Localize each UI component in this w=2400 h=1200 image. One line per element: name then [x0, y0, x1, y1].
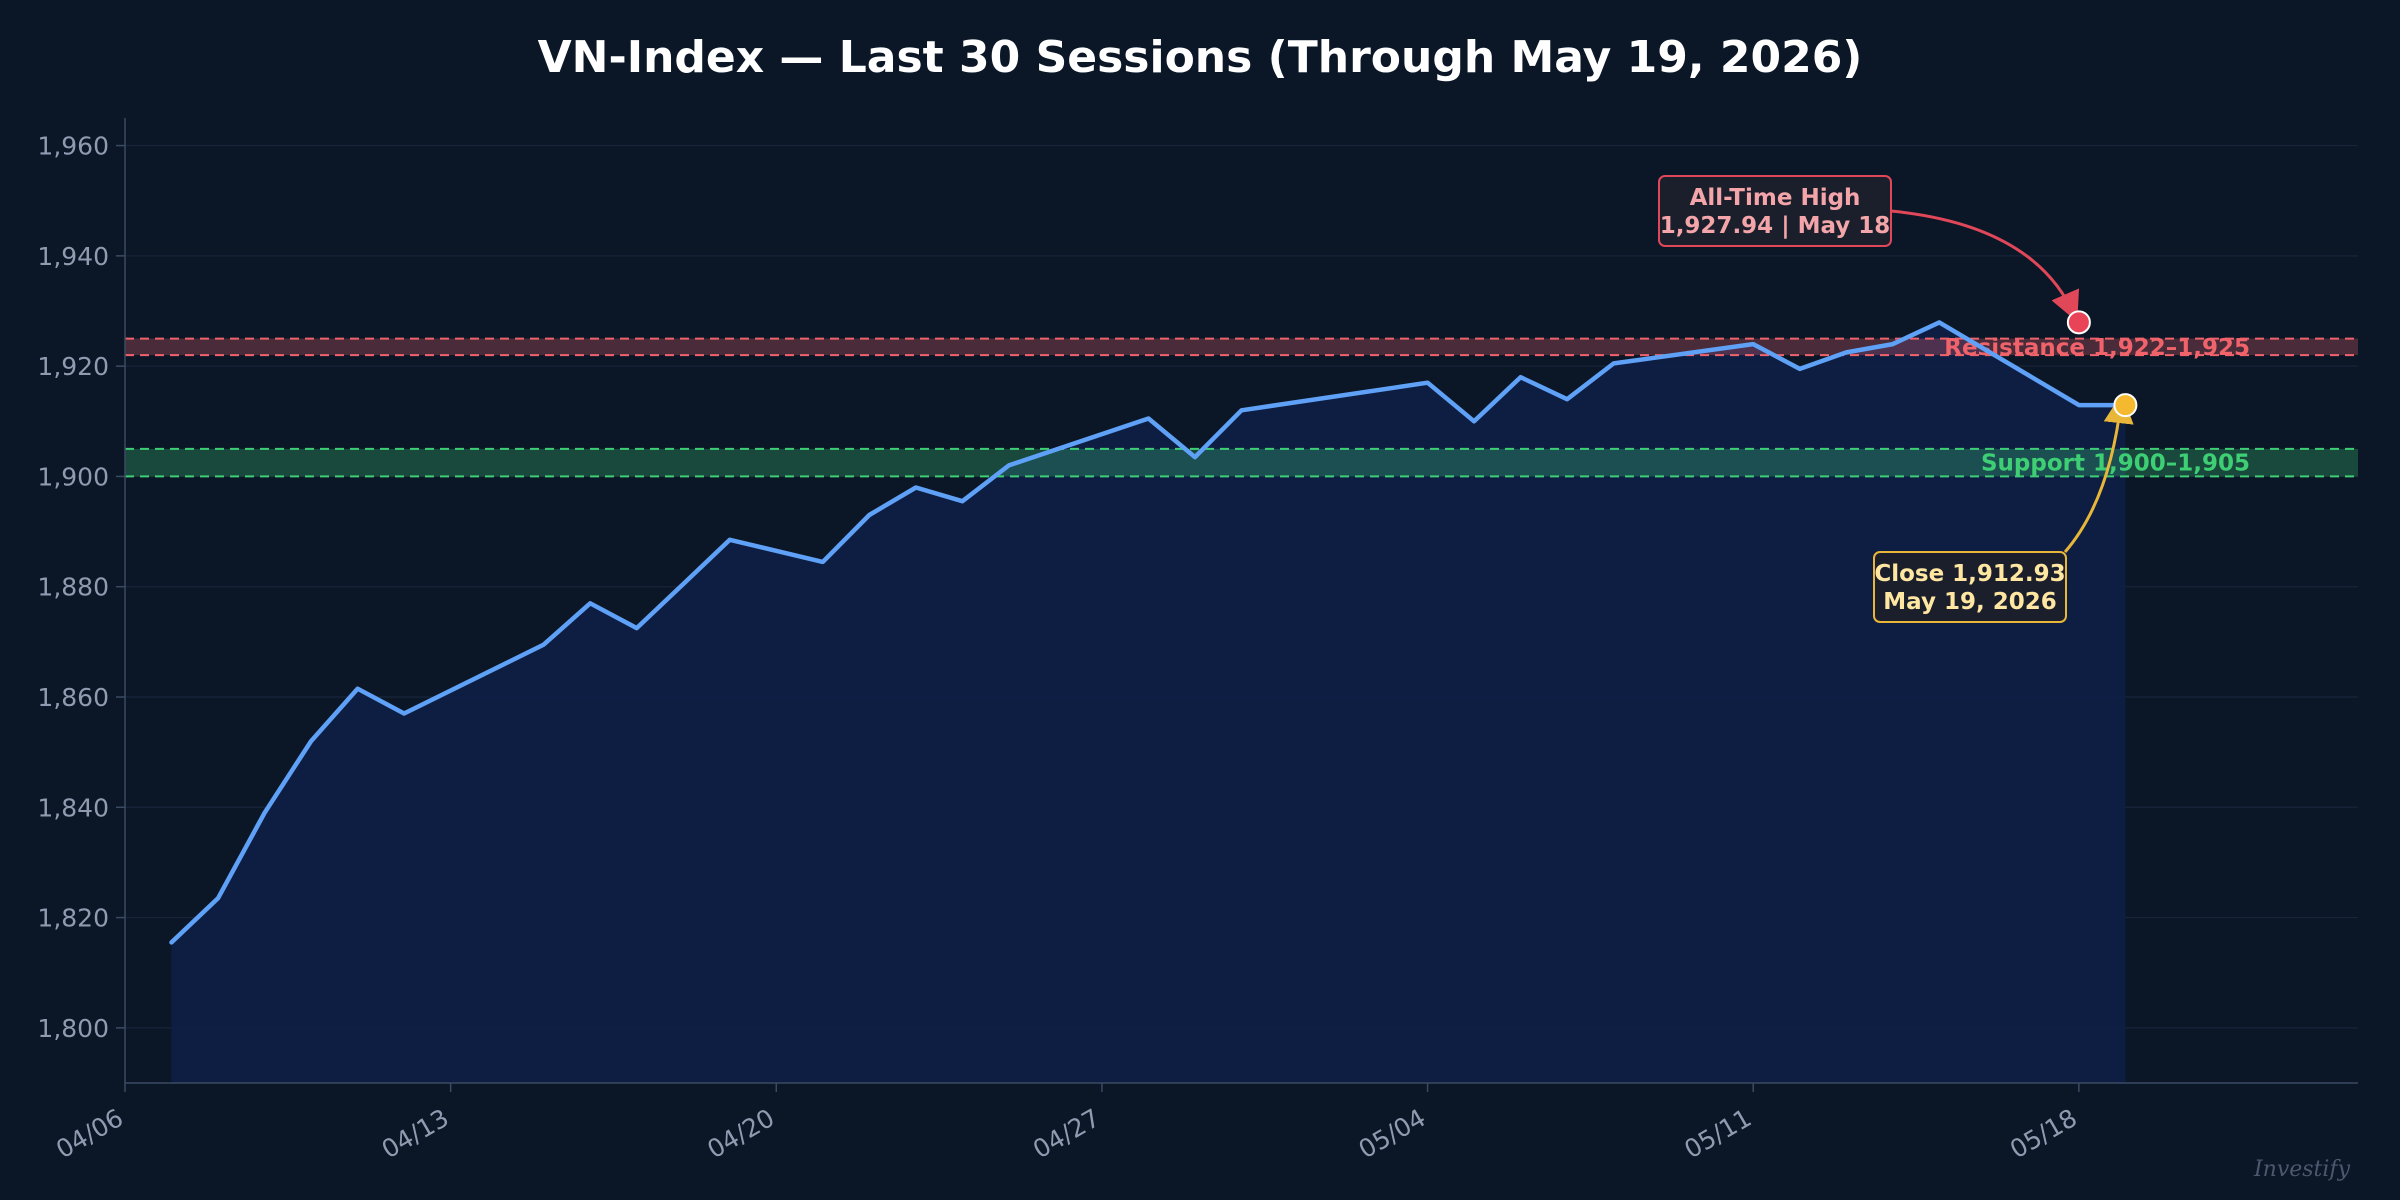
annotation-text: Close 1,912.93	[1874, 561, 2065, 587]
annotation-marker	[2066, 310, 2091, 335]
line-layer	[169, 320, 2128, 945]
y-tick-label: 1,960	[37, 132, 109, 161]
band-label: Support 1,900–1,905	[1981, 451, 2250, 477]
y-tick-label: 1,940	[37, 242, 109, 271]
y-tick-label: 1,920	[37, 352, 109, 381]
series-area-fill	[171, 322, 2126, 1083]
x-tick-label: 05/04	[1354, 1103, 1431, 1164]
x-tick-label: 05/18	[2005, 1103, 2082, 1164]
bands-layer: Resistance 1,922–1,925 Support 1,900–1,90…	[125, 335, 2358, 478]
annotation-text: All-Time High	[1690, 185, 1861, 211]
annotation-text: 1,927.94 | May 18	[1660, 213, 1891, 239]
y-tick-label: 1,880	[37, 573, 109, 602]
annotation-box	[1873, 551, 2067, 623]
annotation-text: May 19, 2026	[1883, 589, 2056, 615]
y-tick-label: 1,900	[37, 462, 109, 491]
annotation-arrow	[2063, 393, 2134, 553]
x-tick-label: 04/06	[51, 1103, 128, 1164]
y-tick-label: 1,860	[37, 683, 109, 712]
annotation-marker	[2113, 393, 2138, 418]
x-tick-label: 04/27	[1028, 1103, 1105, 1164]
y-tick-label: 1,820	[37, 904, 109, 933]
x-tick-label: 04/13	[377, 1103, 454, 1164]
annotation-box	[1658, 175, 1892, 247]
chart-title: VN-Index — Last 30 Sessions (Through May…	[538, 32, 1863, 83]
x-tick-label: 04/20	[702, 1103, 779, 1164]
y-tick-label: 1,840	[37, 793, 109, 822]
x-tick-label: 05/11	[1679, 1103, 1756, 1164]
band-fill	[125, 448, 2358, 477]
series-line	[169, 320, 2128, 945]
watermark-text: Investify	[2253, 1157, 2351, 1182]
band-fill	[125, 338, 2358, 356]
annotation-arrow	[1890, 209, 2080, 322]
band-label: Resistance 1,922–1,925	[1944, 335, 2250, 361]
area-layer	[171, 322, 2126, 1083]
y-tick-label: 1,800	[37, 1014, 109, 1043]
